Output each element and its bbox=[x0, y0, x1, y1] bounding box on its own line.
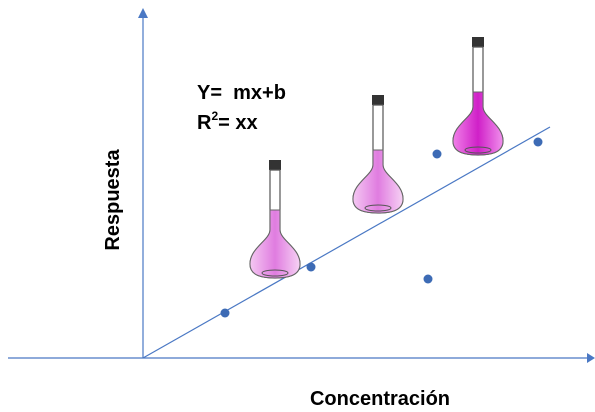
point bbox=[221, 309, 230, 318]
flask bbox=[250, 160, 300, 278]
x-axis-label: Concentración bbox=[310, 388, 450, 410]
flask bbox=[353, 95, 403, 213]
fit-line bbox=[143, 127, 550, 358]
equation-r2: R2= xx bbox=[197, 109, 258, 134]
point bbox=[433, 150, 442, 159]
point bbox=[424, 275, 433, 284]
x-arrow bbox=[587, 353, 595, 363]
r-symbol: R bbox=[197, 112, 212, 134]
flask bbox=[453, 37, 503, 155]
point bbox=[534, 138, 543, 147]
equation-line: Y= mx+b bbox=[197, 82, 286, 104]
diagram: Y= mx+b R2= xx Respuesta Concentración bbox=[0, 0, 595, 412]
y-arrow bbox=[138, 8, 148, 18]
point bbox=[307, 263, 316, 272]
page: Y= mx+b R2= xx Respuesta Concentración (… bbox=[0, 0, 595, 412]
y-axis-label: Respuesta bbox=[102, 149, 124, 251]
r2-value: = xx bbox=[218, 112, 257, 134]
